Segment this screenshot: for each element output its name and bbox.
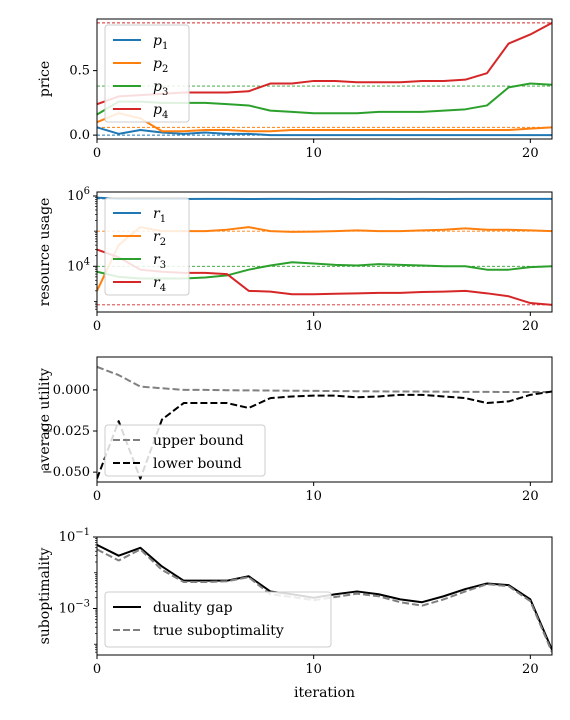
legend-label: p3 bbox=[153, 79, 168, 98]
legend-label: duality gap bbox=[153, 600, 233, 616]
legend: p1 p2 p3 p4 bbox=[104, 24, 190, 123]
x-tick-label: 20 bbox=[522, 489, 539, 504]
axes-frame bbox=[96, 191, 553, 313]
panel-1: 0 10 20 0.0 0.5 price p1 p2 p3 p4 bbox=[37, 18, 553, 161]
legend-label: upper bound bbox=[153, 433, 244, 449]
y-tick-label: 10−1 bbox=[59, 527, 90, 545]
y-tick-label: 106 bbox=[67, 186, 90, 204]
legend-label: p4 bbox=[153, 102, 168, 121]
plot-area bbox=[97, 365, 552, 480]
legend-box bbox=[104, 424, 266, 477]
x-tick-label: 10 bbox=[305, 146, 322, 161]
legend-label: r3 bbox=[153, 252, 166, 271]
x-tick-label: 20 bbox=[522, 662, 539, 677]
y-axis-title: resource usage bbox=[37, 198, 53, 307]
x-axis-title: iteration bbox=[294, 685, 355, 701]
legend-label: r2 bbox=[153, 229, 166, 248]
axes-frame bbox=[96, 356, 553, 483]
y-tick-label: 104 bbox=[67, 256, 90, 274]
y-axis-title: price bbox=[37, 61, 53, 97]
axes-frame bbox=[96, 18, 553, 140]
legend-box bbox=[104, 197, 190, 296]
y-tick-label: 10−3 bbox=[59, 598, 90, 616]
legend: duality gap true suboptimality bbox=[104, 591, 332, 648]
x-tick-label: 0 bbox=[93, 489, 101, 504]
plot-area bbox=[97, 21, 552, 137]
x-tick-label: 10 bbox=[305, 489, 322, 504]
y-axis-title: suboptimality bbox=[37, 548, 53, 645]
x-tick-label: 20 bbox=[522, 146, 539, 161]
y-tick-label: −0.025 bbox=[42, 424, 90, 439]
y-tick-label: 0.5 bbox=[69, 64, 90, 79]
legend-box bbox=[104, 24, 190, 123]
x-tick-label: 10 bbox=[305, 319, 322, 334]
legend-label: p1 bbox=[153, 33, 168, 52]
series-line-p1 bbox=[97, 126, 552, 137]
legend-label: p2 bbox=[153, 56, 168, 75]
panel-2: 0 10 20 104 106 resource usage r1 r2 r3 r4 bbox=[37, 186, 553, 334]
legend-box bbox=[104, 591, 332, 648]
x-tick-label: 0 bbox=[93, 662, 101, 677]
y-tick-label: 0.0 bbox=[69, 128, 90, 143]
y-tick-label: −0.050 bbox=[42, 465, 90, 480]
legend-label: lower bound bbox=[153, 456, 242, 472]
x-tick-label: 20 bbox=[522, 319, 539, 334]
y-axis-title: average utility bbox=[37, 368, 53, 471]
panel-4: 0 10 20 10−3 10−1 suboptimality duality gap tru… bbox=[37, 527, 553, 677]
series-line-lower-bound bbox=[97, 390, 552, 480]
legend-label: true suboptimality bbox=[153, 623, 284, 639]
x-tick-label: 0 bbox=[93, 319, 101, 334]
legend-label: r1 bbox=[153, 206, 166, 225]
series-line-p2 bbox=[97, 112, 552, 133]
axes-frame bbox=[96, 536, 553, 656]
x-tick-label: 10 bbox=[305, 662, 322, 677]
legend: upper bound lower bound bbox=[104, 424, 266, 477]
x-tick-label: 0 bbox=[93, 146, 101, 161]
legend-label: r4 bbox=[153, 275, 166, 294]
legend: r1 r2 r3 r4 bbox=[104, 197, 190, 296]
series-line-upper-bound bbox=[97, 365, 552, 394]
y-tick-label: 0.000 bbox=[53, 383, 90, 398]
